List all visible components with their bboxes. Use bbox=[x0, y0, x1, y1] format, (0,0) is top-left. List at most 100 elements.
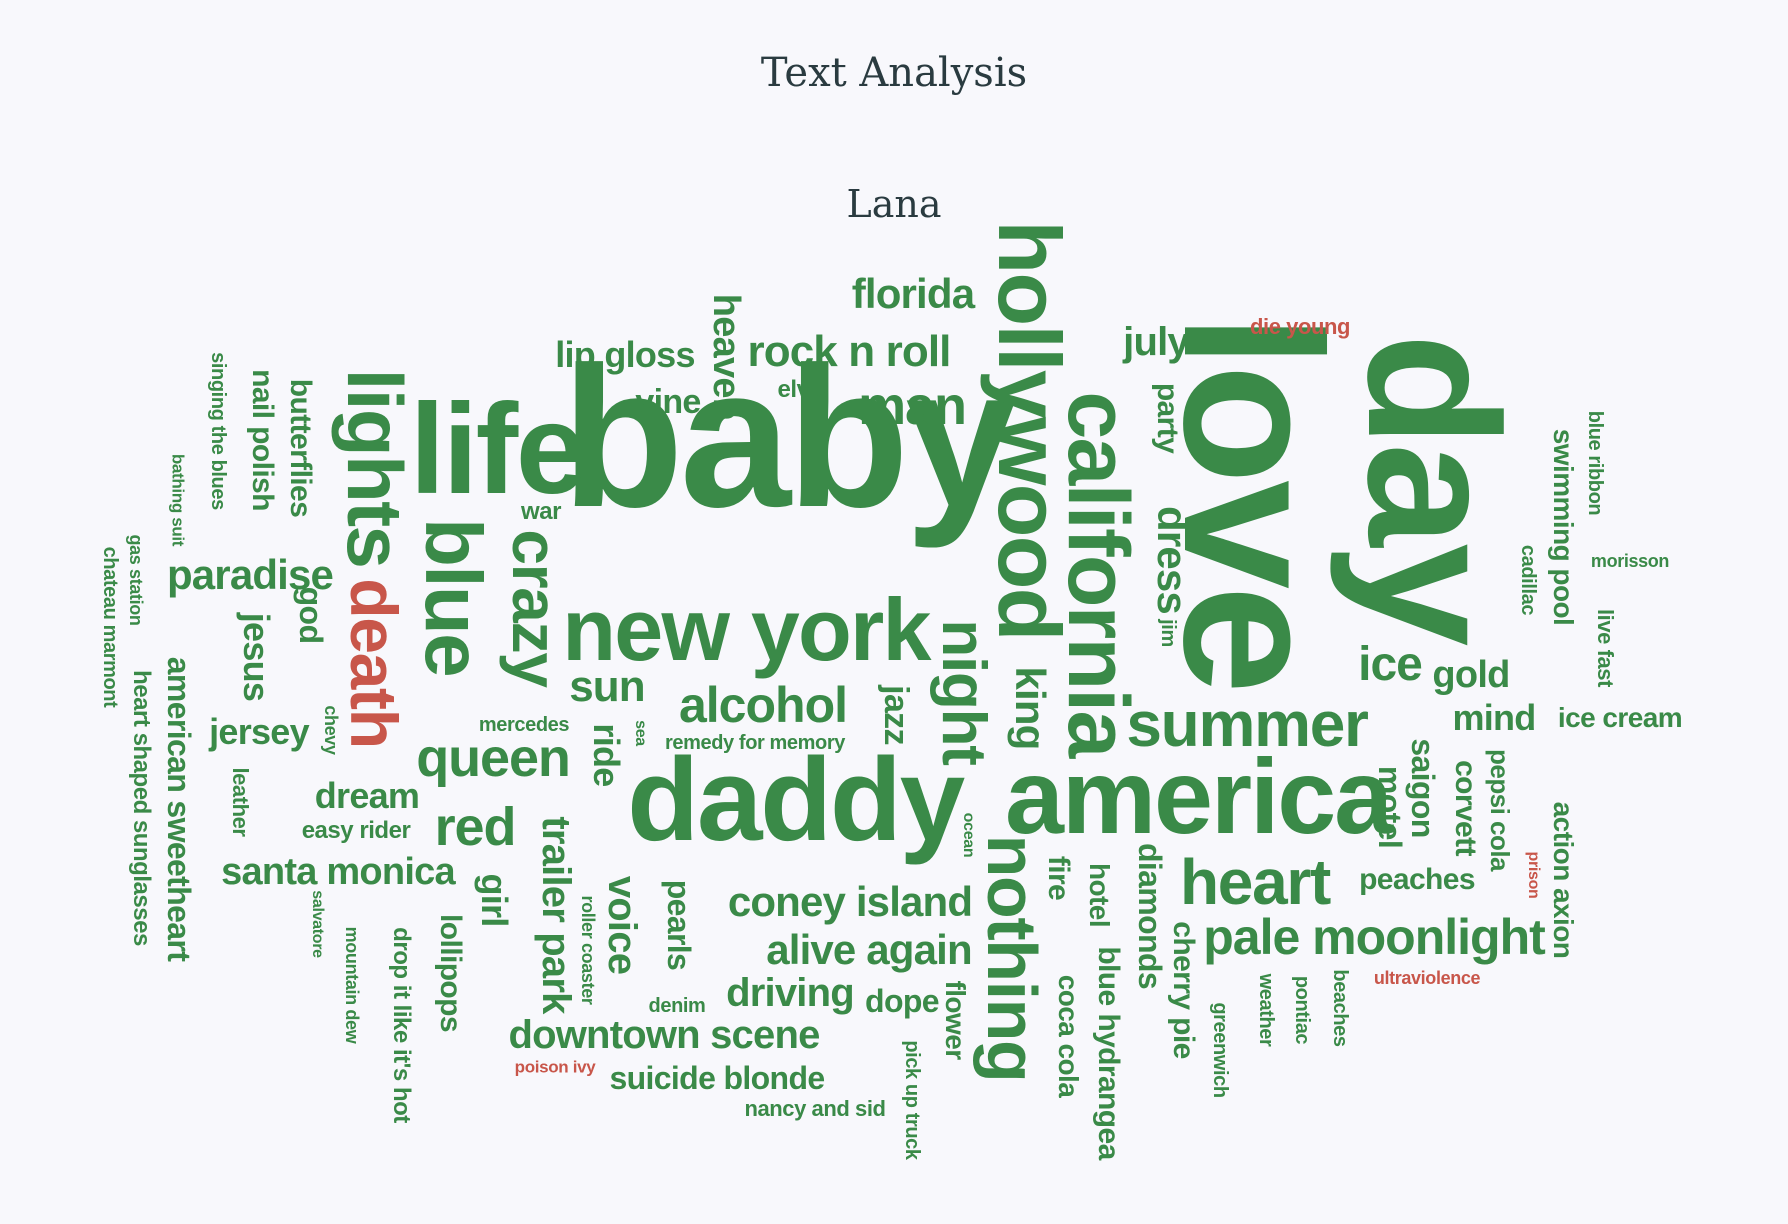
word-weather: weather bbox=[1255, 973, 1277, 1047]
word-swimming-pool: swimming pool bbox=[1548, 428, 1579, 626]
word-gold: gold bbox=[1432, 654, 1510, 696]
word-die-young: die young bbox=[1250, 314, 1350, 339]
word-downtown-scene: downtown scene bbox=[508, 1013, 820, 1057]
word-diamonds: diamonds bbox=[1132, 842, 1168, 990]
word-lollipops: lollipops bbox=[434, 914, 467, 1032]
word-action-axion: action axion bbox=[1548, 801, 1579, 959]
word-coney-island: coney island bbox=[727, 878, 973, 925]
word-cloud-title: Lana bbox=[846, 182, 942, 226]
word-dope: dope bbox=[865, 983, 940, 1019]
word-chateau-marmont: chateau marmont bbox=[99, 546, 121, 708]
word-america: america bbox=[1005, 738, 1393, 856]
word-fire: fire bbox=[1042, 855, 1075, 901]
word-war: war bbox=[521, 498, 561, 525]
word-easy-rider: easy rider bbox=[301, 817, 411, 844]
word-new-york: new york bbox=[562, 580, 931, 679]
word-live-fast: live fast bbox=[1593, 609, 1618, 687]
word-death: death bbox=[337, 578, 411, 748]
word-heaven: heaven bbox=[705, 293, 747, 421]
word-florida: florida bbox=[851, 270, 975, 317]
word-crazy: crazy bbox=[499, 529, 571, 687]
word-peaches: peaches bbox=[1359, 863, 1475, 896]
word-singing-the-blues: singing the blues bbox=[207, 352, 229, 510]
word-hollywood: hollywood bbox=[980, 220, 1079, 640]
word-heart-shaped-sunglasses: heart shaped sunglasses bbox=[128, 670, 155, 946]
word-man: man bbox=[858, 376, 967, 436]
word-pontiac: pontiac bbox=[1291, 975, 1313, 1045]
word-motel: motel bbox=[1372, 765, 1408, 849]
word-greenwich: greenwich bbox=[1209, 1002, 1231, 1098]
word-gas-station: gas station bbox=[126, 534, 146, 626]
word-santa-monica: santa monica bbox=[221, 851, 456, 893]
word-drop-it-like-it-s-hot: drop it like it's hot bbox=[388, 927, 415, 1123]
word-corvett: corvett bbox=[1449, 760, 1482, 856]
word-vine: vine bbox=[635, 383, 701, 421]
word-cadillac: cadillac bbox=[1517, 544, 1539, 616]
word-beaches: beaches bbox=[1329, 969, 1351, 1047]
word-butterflies: butterflies bbox=[284, 378, 317, 518]
word-god: god bbox=[293, 586, 329, 644]
word-voice: voice bbox=[600, 875, 644, 975]
word-alive-again: alive again bbox=[766, 926, 972, 973]
word-pearls: pearls bbox=[661, 879, 697, 971]
word-lip-gloss: lip gloss bbox=[555, 334, 695, 375]
word-morisson: morisson bbox=[1590, 551, 1670, 571]
word-jersey: jersey bbox=[209, 711, 309, 752]
word-summer: summer bbox=[1126, 688, 1369, 760]
word-blue: blue bbox=[409, 517, 498, 677]
word-jesus: jesus bbox=[236, 612, 277, 702]
page-title: Text Analysis bbox=[760, 50, 1028, 96]
word-ice-cream: ice cream bbox=[1557, 702, 1683, 733]
word-american-sweetheart: american sweetheart bbox=[161, 656, 197, 962]
word-jazz: jazz bbox=[877, 685, 915, 745]
word-mercedes: mercedes bbox=[478, 714, 570, 736]
word-dream: dream bbox=[314, 775, 420, 816]
word-alcohol: alcohol bbox=[678, 677, 848, 733]
word-nail-polish: nail polish bbox=[246, 369, 279, 511]
word-hotel: hotel bbox=[1084, 862, 1115, 928]
word-denim: denim bbox=[648, 995, 706, 1017]
word-jim: jim bbox=[1157, 619, 1179, 647]
word-day: day bbox=[1329, 333, 1536, 643]
word-blue-hydrangea: blue hydrangea bbox=[1092, 946, 1125, 1160]
word-rock-n-roll: rock n roll bbox=[747, 327, 951, 376]
word-love: love bbox=[1143, 313, 1362, 691]
word-pepsi-cola: pepsi cola bbox=[1485, 749, 1515, 871]
word-nancy-and-sid: nancy and sid bbox=[744, 1096, 886, 1121]
word-girl: girl bbox=[474, 873, 515, 927]
word-ice: ice bbox=[1358, 638, 1423, 691]
word-chevy: chevy bbox=[321, 705, 341, 755]
word-heart: heart bbox=[1179, 846, 1331, 918]
word-pale-moonlight: pale moonlight bbox=[1203, 909, 1546, 965]
word-ultraviolence: ultraviolence bbox=[1373, 968, 1481, 988]
word-king: king bbox=[1007, 666, 1054, 750]
word-suicide-blonde: suicide blonde bbox=[609, 1060, 825, 1096]
word-daddy: daddy bbox=[627, 734, 965, 866]
word-mountain-dew: mountain dew bbox=[342, 926, 362, 1044]
word-driving: driving bbox=[726, 971, 855, 1015]
word-saigon: saigon bbox=[1405, 738, 1441, 838]
word-queen: queen bbox=[416, 728, 571, 788]
word-trailer-park: trailer park bbox=[534, 816, 578, 1014]
word-ocean: ocean bbox=[960, 812, 977, 858]
word-elvis: elvis bbox=[777, 376, 829, 403]
word-roller-coaster: roller coaster bbox=[578, 895, 598, 1005]
word-leather: leather bbox=[228, 767, 253, 837]
word-poison-ivy: poison ivy bbox=[514, 1057, 596, 1077]
word-blue-ribbon: blue ribbon bbox=[1584, 410, 1606, 516]
word-party: party bbox=[1151, 382, 1184, 454]
word-coca-cola: coca cola bbox=[1053, 974, 1084, 1098]
word-sea: sea bbox=[632, 720, 649, 746]
word-baby: baby bbox=[561, 326, 1017, 549]
word-pick-up-truck: pick up truck bbox=[901, 1040, 923, 1160]
word-sun: sun bbox=[569, 662, 645, 711]
word-prison: prison bbox=[1525, 851, 1542, 899]
word-dress: dress bbox=[1149, 506, 1196, 614]
word-paradise: paradise bbox=[166, 551, 334, 598]
word-remedy-for-memory: remedy for memory bbox=[665, 732, 845, 754]
word-mind: mind bbox=[1452, 697, 1536, 738]
word-july: july bbox=[1123, 320, 1190, 364]
word-flower: flower bbox=[940, 980, 971, 1060]
word-ride: ride bbox=[586, 723, 627, 787]
